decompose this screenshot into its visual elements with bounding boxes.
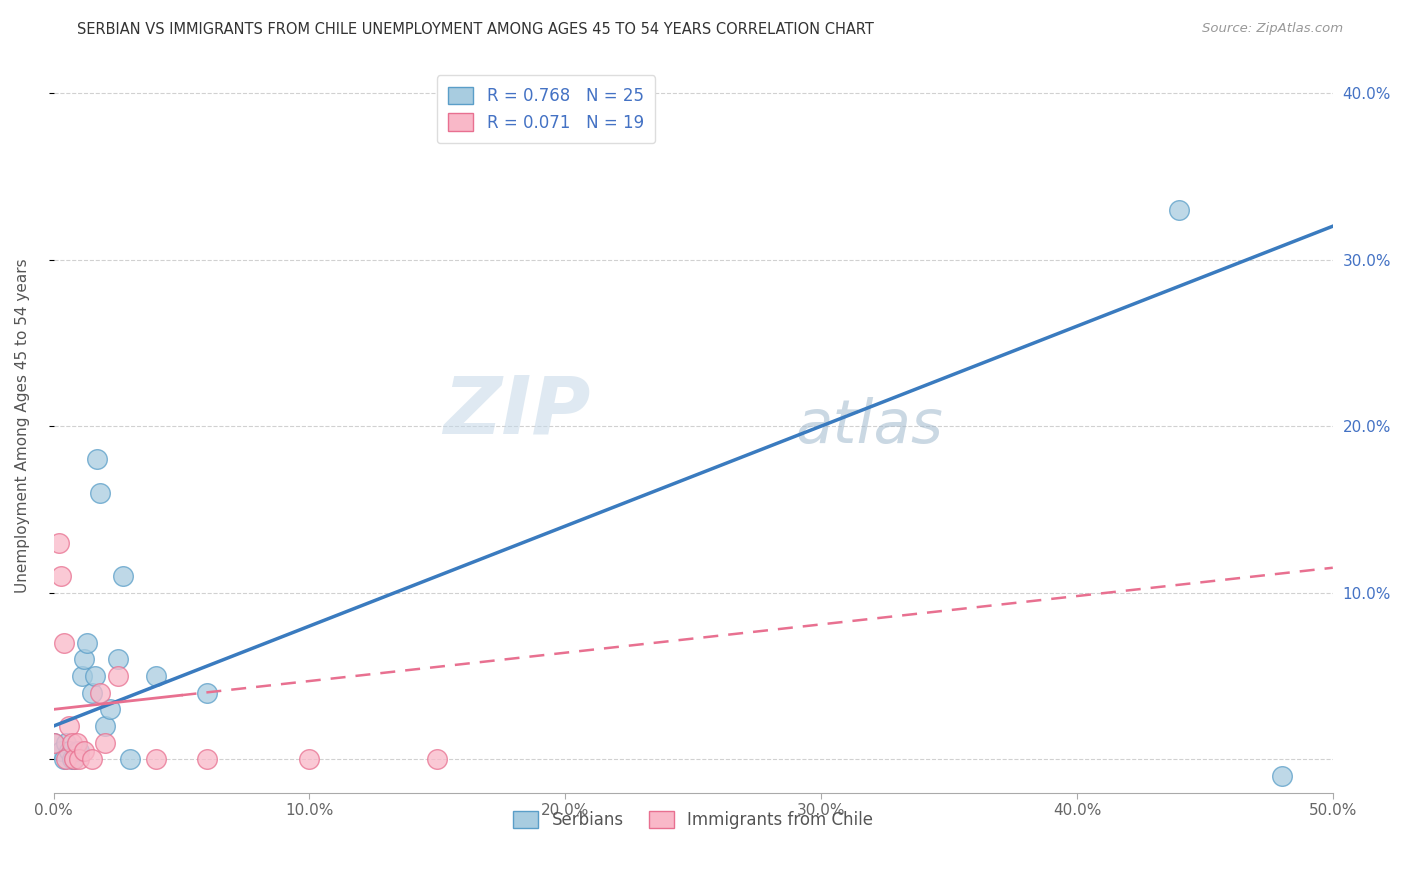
Point: [52, 636, 75, 650]
Point: [1168, 202, 1191, 217]
Point: [426, 752, 449, 766]
Point: [98, 702, 121, 716]
Point: [107, 652, 129, 666]
Point: [83, 669, 105, 683]
Point: [89, 485, 111, 500]
Point: [76, 636, 98, 650]
Text: atlas: atlas: [796, 397, 943, 456]
Point: [42, 736, 65, 750]
Point: [145, 752, 167, 766]
Point: [80, 752, 103, 766]
Point: [94, 736, 117, 750]
Text: SERBIAN VS IMMIGRANTS FROM CHILE UNEMPLOYMENT AMONG AGES 45 TO 54 YEARS CORRELAT: SERBIAN VS IMMIGRANTS FROM CHILE UNEMPLO…: [77, 22, 875, 37]
Point: [67, 744, 90, 758]
Point: [107, 669, 129, 683]
Point: [80, 686, 103, 700]
Point: [298, 752, 321, 766]
Point: [111, 569, 134, 583]
Point: [51, 569, 73, 583]
Point: [66, 744, 89, 758]
Point: [89, 686, 111, 700]
Point: [73, 744, 96, 758]
Y-axis label: Unemployment Among Ages 45 to 54 years: Unemployment Among Ages 45 to 54 years: [15, 259, 30, 593]
Point: [60, 736, 83, 750]
Point: [60, 752, 83, 766]
Point: [67, 752, 90, 766]
Point: [70, 669, 93, 683]
Point: [63, 752, 86, 766]
Point: [86, 452, 108, 467]
Point: [1271, 769, 1294, 783]
Point: [63, 752, 86, 766]
Point: [145, 669, 167, 683]
Point: [66, 736, 89, 750]
Point: [42, 736, 65, 750]
Point: [55, 752, 77, 766]
Text: Source: ZipAtlas.com: Source: ZipAtlas.com: [1202, 22, 1343, 36]
Point: [48, 535, 70, 549]
Point: [195, 752, 218, 766]
Point: [51, 744, 73, 758]
Point: [195, 686, 218, 700]
Point: [52, 752, 75, 766]
Legend: Serbians, Immigrants from Chile: Serbians, Immigrants from Chile: [506, 804, 880, 836]
Point: [58, 719, 80, 733]
Point: [73, 652, 96, 666]
Text: ZIP: ZIP: [443, 373, 591, 450]
Point: [58, 744, 80, 758]
Point: [55, 736, 77, 750]
Point: [94, 719, 117, 733]
Point: [120, 752, 142, 766]
